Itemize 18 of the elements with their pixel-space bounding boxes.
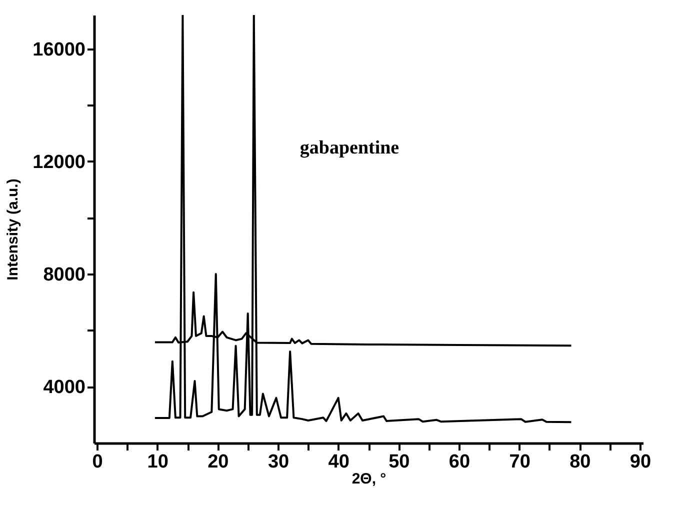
x-tick-label: 50 xyxy=(388,452,410,472)
x-tick-label: 10 xyxy=(147,452,168,472)
x-tick-label: 30 xyxy=(268,452,290,472)
x-tick-label: 60 xyxy=(448,452,470,472)
x-tick-label: 80 xyxy=(570,452,591,472)
annotation: gabapentine xyxy=(300,138,400,159)
y-tick-label: 8000 xyxy=(43,264,86,286)
x-tick-label: 20 xyxy=(208,452,229,472)
x-tick-label: 90 xyxy=(630,452,652,472)
y-tick-label: 4000 xyxy=(43,377,86,398)
y-tick-label: 16000 xyxy=(32,39,86,60)
y-axis-title: Intensity (a.u.) xyxy=(4,178,22,280)
y-tick-label: 12000 xyxy=(32,152,86,173)
x-axis-title: 2Θ, ° xyxy=(352,470,386,488)
x-tick-label: 0 xyxy=(92,452,103,472)
line-series xyxy=(154,15,572,424)
x-tick-label: 40 xyxy=(328,452,350,472)
x-tick-label: 70 xyxy=(509,452,530,472)
